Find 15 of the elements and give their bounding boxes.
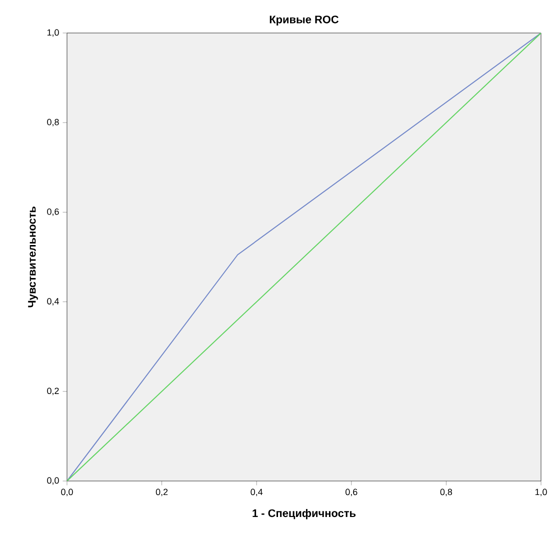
y-tick-label: 0,8 bbox=[47, 118, 59, 126]
x-tick-label: 0,2 bbox=[156, 488, 168, 496]
y-tick-label: 1,0 bbox=[47, 29, 59, 37]
x-tick-label: 1,0 bbox=[535, 488, 547, 496]
y-axis-title: Чувствительность bbox=[28, 206, 38, 308]
chart-title: Кривые ROC bbox=[270, 16, 339, 26]
x-axis-title: 1 - Специфичность bbox=[252, 509, 356, 520]
x-tick-label: 0,6 bbox=[346, 488, 358, 496]
x-tick-label: 0,8 bbox=[440, 488, 452, 496]
x-tick-label: 0,0 bbox=[61, 488, 73, 496]
y-tick-label: 0,6 bbox=[47, 208, 59, 216]
y-tick-label: 0,4 bbox=[47, 298, 59, 306]
y-tick-label: 0,0 bbox=[47, 477, 59, 485]
x-tick-label: 0,4 bbox=[250, 488, 263, 496]
y-tick-label: 0,2 bbox=[47, 388, 59, 396]
